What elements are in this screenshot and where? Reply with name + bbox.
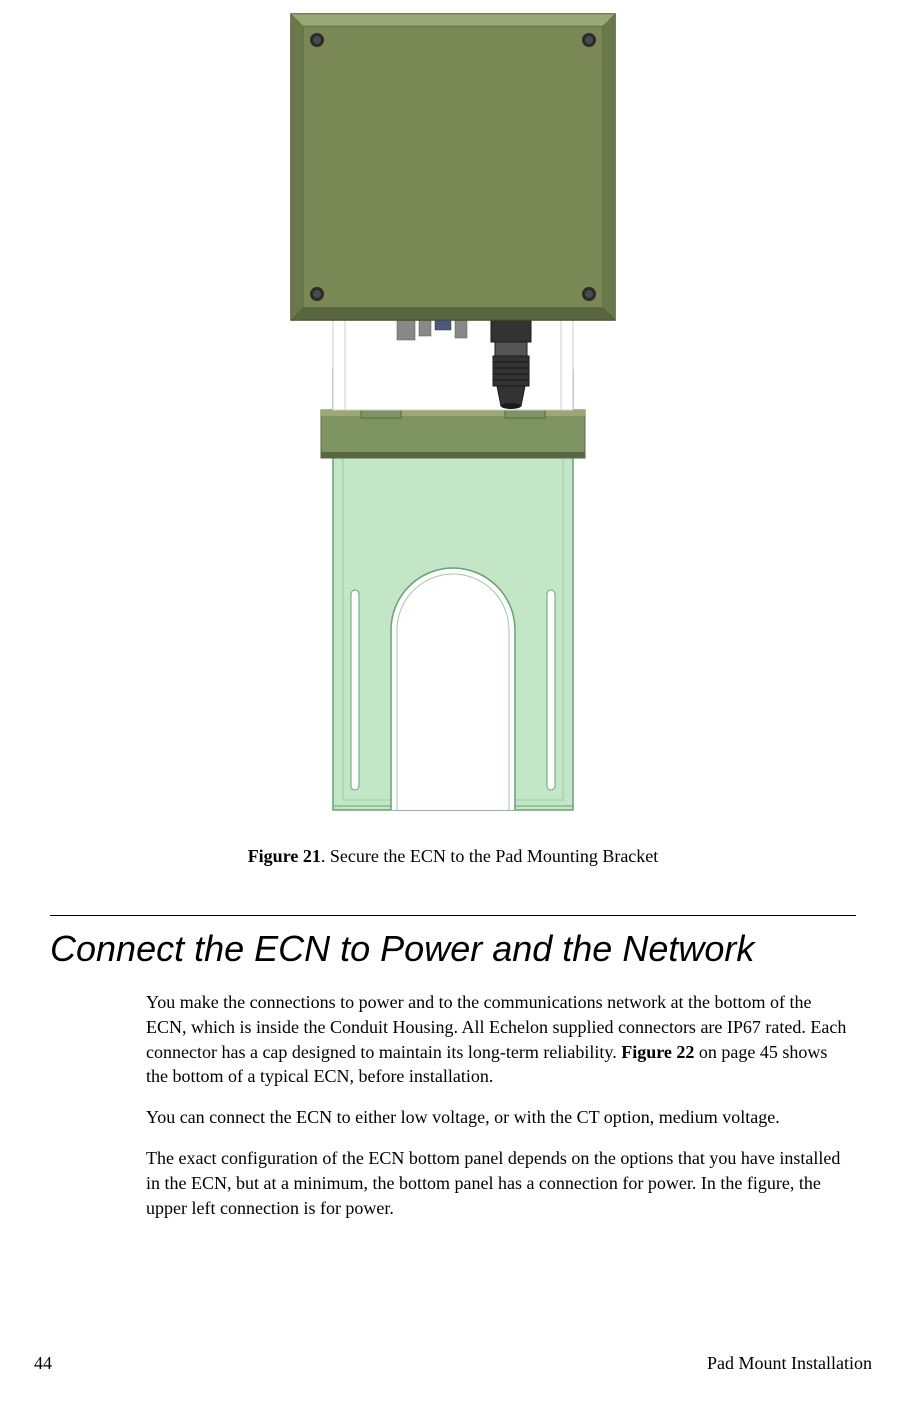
section-heading: Connect the ECN to Power and the Network xyxy=(50,928,856,970)
footer-section-title: Pad Mount Installation xyxy=(707,1353,872,1374)
para1-bold: Figure 22 xyxy=(621,1042,694,1062)
figure-caption-label: Figure 21 xyxy=(248,846,321,866)
figure-caption-text: . Secure the ECN to the Pad Mounting Bra… xyxy=(321,846,658,866)
ecn-box xyxy=(291,14,615,320)
section-rule xyxy=(50,915,856,916)
figure-container xyxy=(50,0,856,818)
page-number: 44 xyxy=(34,1353,52,1374)
paragraph-1: You make the connections to power and to… xyxy=(146,990,848,1089)
paragraph-2: You can connect the ECN to either low vo… xyxy=(146,1105,848,1130)
figure-caption: Figure 21. Secure the ECN to the Pad Mou… xyxy=(50,846,856,867)
page-footer: 44 Pad Mount Installation xyxy=(0,1353,906,1374)
paragraph-3: The exact configuration of the ECN botto… xyxy=(146,1146,848,1220)
ecn-bracket-diagram xyxy=(273,10,633,818)
